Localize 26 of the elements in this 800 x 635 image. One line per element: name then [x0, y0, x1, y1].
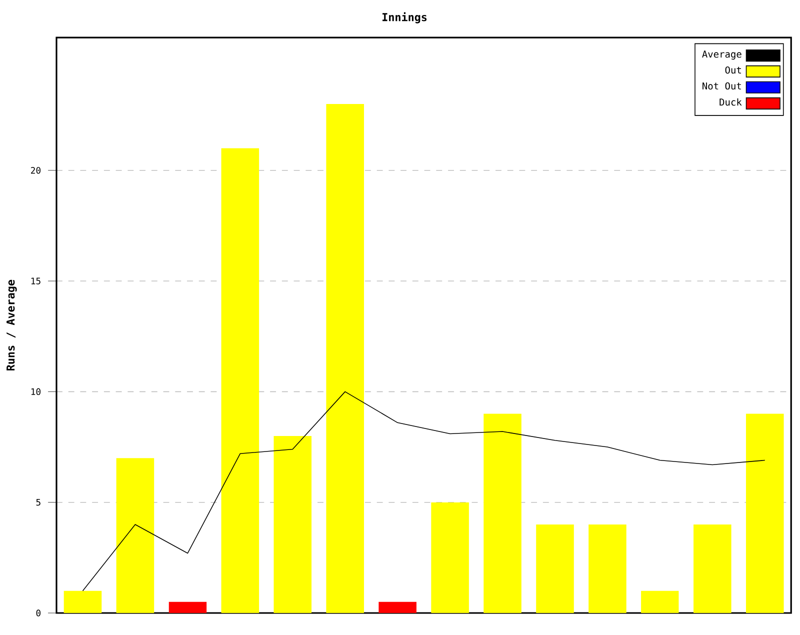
- legend-label: Out: [725, 66, 741, 74]
- y-tick-label: 10: [31, 388, 40, 396]
- bar: [484, 414, 522, 613]
- bar: [64, 590, 102, 613]
- line-series: [82, 391, 766, 592]
- bar: [326, 104, 364, 613]
- bar: [274, 436, 312, 613]
- bar: [116, 458, 154, 613]
- y-tick-label: 15: [31, 278, 40, 284]
- y-axis-title: Runs / Average: [6, 280, 17, 370]
- bar: [536, 524, 574, 613]
- bar: [221, 148, 260, 613]
- y-tick-label: 20: [31, 166, 40, 174]
- bar: [378, 602, 416, 613]
- bar: [168, 602, 207, 613]
- bar: [641, 590, 679, 613]
- y-tick-label: 0: [36, 610, 40, 616]
- legend-label: Not Out: [702, 82, 741, 90]
- bar: [746, 414, 784, 613]
- legend-label: Duck: [720, 98, 742, 106]
- legend-label: Average: [702, 50, 742, 60]
- chart-title: Innings: [382, 12, 427, 24]
- y-tick-label: 5: [36, 499, 40, 506]
- bar: [694, 524, 732, 613]
- bar: [431, 502, 469, 613]
- bar: [588, 524, 626, 613]
